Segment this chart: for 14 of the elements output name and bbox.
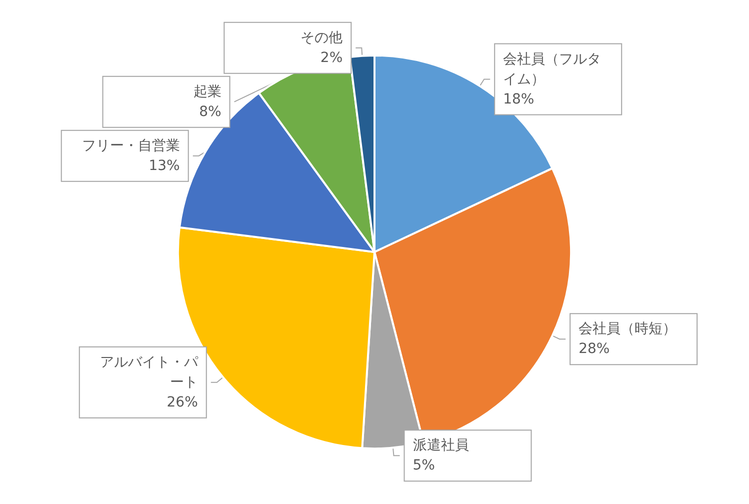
slice-label: 会社員（フルタイム） [503,51,602,88]
slice-label: 会社員（時短） [578,321,677,338]
slice-label: 起業 [193,84,222,100]
data-label: 8% [199,104,222,120]
slice-label: フリー・自営業 [82,138,180,154]
slice-label: アルバイト・パート [100,354,199,390]
data-label: 28% [578,341,610,358]
slice-label: その他 [300,30,343,46]
data-label: 26% [166,394,198,410]
slice-label: 派遣社員 [412,438,469,454]
data-label: 2% [320,50,343,66]
data-label: 5% [412,458,435,474]
data-label: 18% [503,91,534,108]
data-label: 13% [148,158,180,174]
